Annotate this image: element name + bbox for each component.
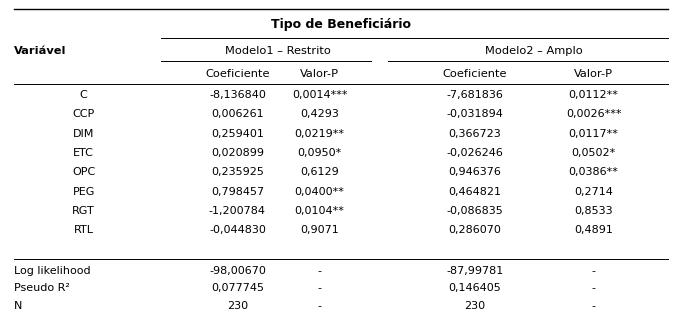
Text: -0,026246: -0,026246 — [446, 148, 503, 158]
Text: 0,146405: 0,146405 — [448, 283, 501, 293]
Text: 0,259401: 0,259401 — [211, 129, 264, 139]
Text: N: N — [14, 301, 22, 311]
Text: -: - — [592, 266, 595, 276]
Text: 0,077745: 0,077745 — [211, 283, 264, 293]
Text: 0,798457: 0,798457 — [211, 187, 264, 197]
Text: -: - — [318, 301, 322, 311]
Text: 0,946376: 0,946376 — [448, 167, 501, 177]
Text: Modelo2 – Amplo: Modelo2 – Amplo — [486, 46, 583, 56]
Text: Variável: Variável — [14, 46, 66, 56]
Text: 0,4891: 0,4891 — [574, 225, 613, 235]
Text: 0,2714: 0,2714 — [574, 187, 613, 197]
Text: 230: 230 — [227, 301, 248, 311]
Text: ETC: ETC — [73, 148, 94, 158]
Text: 0,0104**: 0,0104** — [295, 206, 344, 216]
Text: -: - — [592, 283, 595, 293]
Text: CCP: CCP — [72, 110, 95, 120]
Text: -0,086835: -0,086835 — [446, 206, 503, 216]
Text: Coeficiente: Coeficiente — [205, 69, 269, 79]
Text: 0,0014***: 0,0014*** — [292, 90, 347, 100]
Text: 0,9071: 0,9071 — [300, 225, 339, 235]
Text: Valor-P: Valor-P — [300, 69, 339, 79]
Text: -98,00670: -98,00670 — [209, 266, 266, 276]
Text: 0,286070: 0,286070 — [448, 225, 501, 235]
Text: 0,0219**: 0,0219** — [295, 129, 344, 139]
Text: Valor-P: Valor-P — [574, 69, 613, 79]
Text: 0,0026***: 0,0026*** — [566, 110, 621, 120]
Text: Pseudo R²: Pseudo R² — [14, 283, 70, 293]
Text: -1,200784: -1,200784 — [209, 206, 266, 216]
Text: 0,235925: 0,235925 — [211, 167, 264, 177]
Text: OPC: OPC — [72, 167, 95, 177]
Text: 0,0400**: 0,0400** — [295, 187, 344, 197]
Text: 0,464821: 0,464821 — [448, 187, 501, 197]
Text: RGT: RGT — [72, 206, 95, 216]
Text: -87,99781: -87,99781 — [446, 266, 503, 276]
Text: 0,6129: 0,6129 — [300, 167, 339, 177]
Text: -: - — [592, 301, 595, 311]
Text: Tipo de Beneficiário: Tipo de Beneficiário — [271, 18, 411, 31]
Text: 0,0386**: 0,0386** — [569, 167, 619, 177]
Text: 0,0112**: 0,0112** — [569, 90, 619, 100]
Text: 0,0950*: 0,0950* — [297, 148, 342, 158]
Text: Log likelihood: Log likelihood — [14, 266, 90, 276]
Text: PEG: PEG — [72, 187, 95, 197]
Text: -0,044830: -0,044830 — [209, 225, 266, 235]
Text: -7,681836: -7,681836 — [446, 90, 503, 100]
Text: DIM: DIM — [73, 129, 94, 139]
Text: 0,4293: 0,4293 — [300, 110, 339, 120]
Text: C: C — [80, 90, 87, 100]
Text: 0,0502*: 0,0502* — [572, 148, 616, 158]
Text: Coeficiente: Coeficiente — [443, 69, 507, 79]
Text: 230: 230 — [464, 301, 485, 311]
Text: 0,020899: 0,020899 — [211, 148, 264, 158]
Text: 0,006261: 0,006261 — [211, 110, 264, 120]
Text: -: - — [318, 266, 322, 276]
Text: 0,0117**: 0,0117** — [569, 129, 619, 139]
Text: Modelo1 – Restrito: Modelo1 – Restrito — [225, 46, 331, 56]
Text: 0,366723: 0,366723 — [448, 129, 501, 139]
Text: RTL: RTL — [74, 225, 93, 235]
Text: -0,031894: -0,031894 — [446, 110, 503, 120]
Text: -: - — [318, 283, 322, 293]
Text: -8,136840: -8,136840 — [209, 90, 266, 100]
Text: 0,8533: 0,8533 — [574, 206, 613, 216]
